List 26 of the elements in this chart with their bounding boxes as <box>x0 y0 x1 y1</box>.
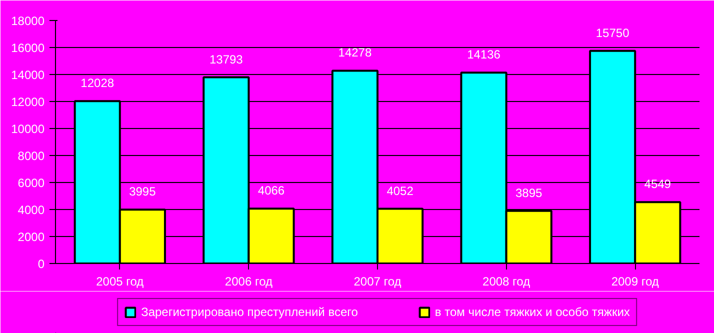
legend-label: Зарегистрировано преступлений всего <box>141 305 358 319</box>
data-label: 3995 <box>129 184 156 199</box>
y-tick-label: 16000 <box>11 41 45 55</box>
data-label: 3895 <box>515 186 543 200</box>
y-tick-label: 6000 <box>18 176 45 190</box>
data-label: 12028 <box>80 76 114 90</box>
y-tick-label: 4000 <box>18 203 45 217</box>
x-tick-label: 2009 год <box>611 274 659 288</box>
y-tick-label: 14000 <box>11 68 45 82</box>
y-tick-label: 18000 <box>11 14 45 28</box>
data-label: 14136 <box>467 48 501 62</box>
x-tick-label: 2006 год <box>224 274 272 288</box>
data-label: 14278 <box>338 46 372 60</box>
data-label: 4052 <box>386 184 414 198</box>
y-tick-label: 0 <box>38 257 45 271</box>
y-tick-label: 8000 <box>18 149 45 163</box>
data-label: 13793 <box>209 52 244 66</box>
x-tick-label: 2007 год <box>354 274 402 288</box>
x-tick-label: 2008 год <box>482 274 530 288</box>
y-tick-label: 2000 <box>18 230 45 244</box>
legend-label: в том числе тяжких и особо тяжких <box>434 305 630 319</box>
data-label: 4066 <box>258 184 285 198</box>
x-tick-label: 2005 год <box>96 274 144 288</box>
y-tick-label: 10000 <box>11 122 45 136</box>
data-label: 15750 <box>596 26 630 40</box>
y-tick-label: 12000 <box>11 95 45 109</box>
